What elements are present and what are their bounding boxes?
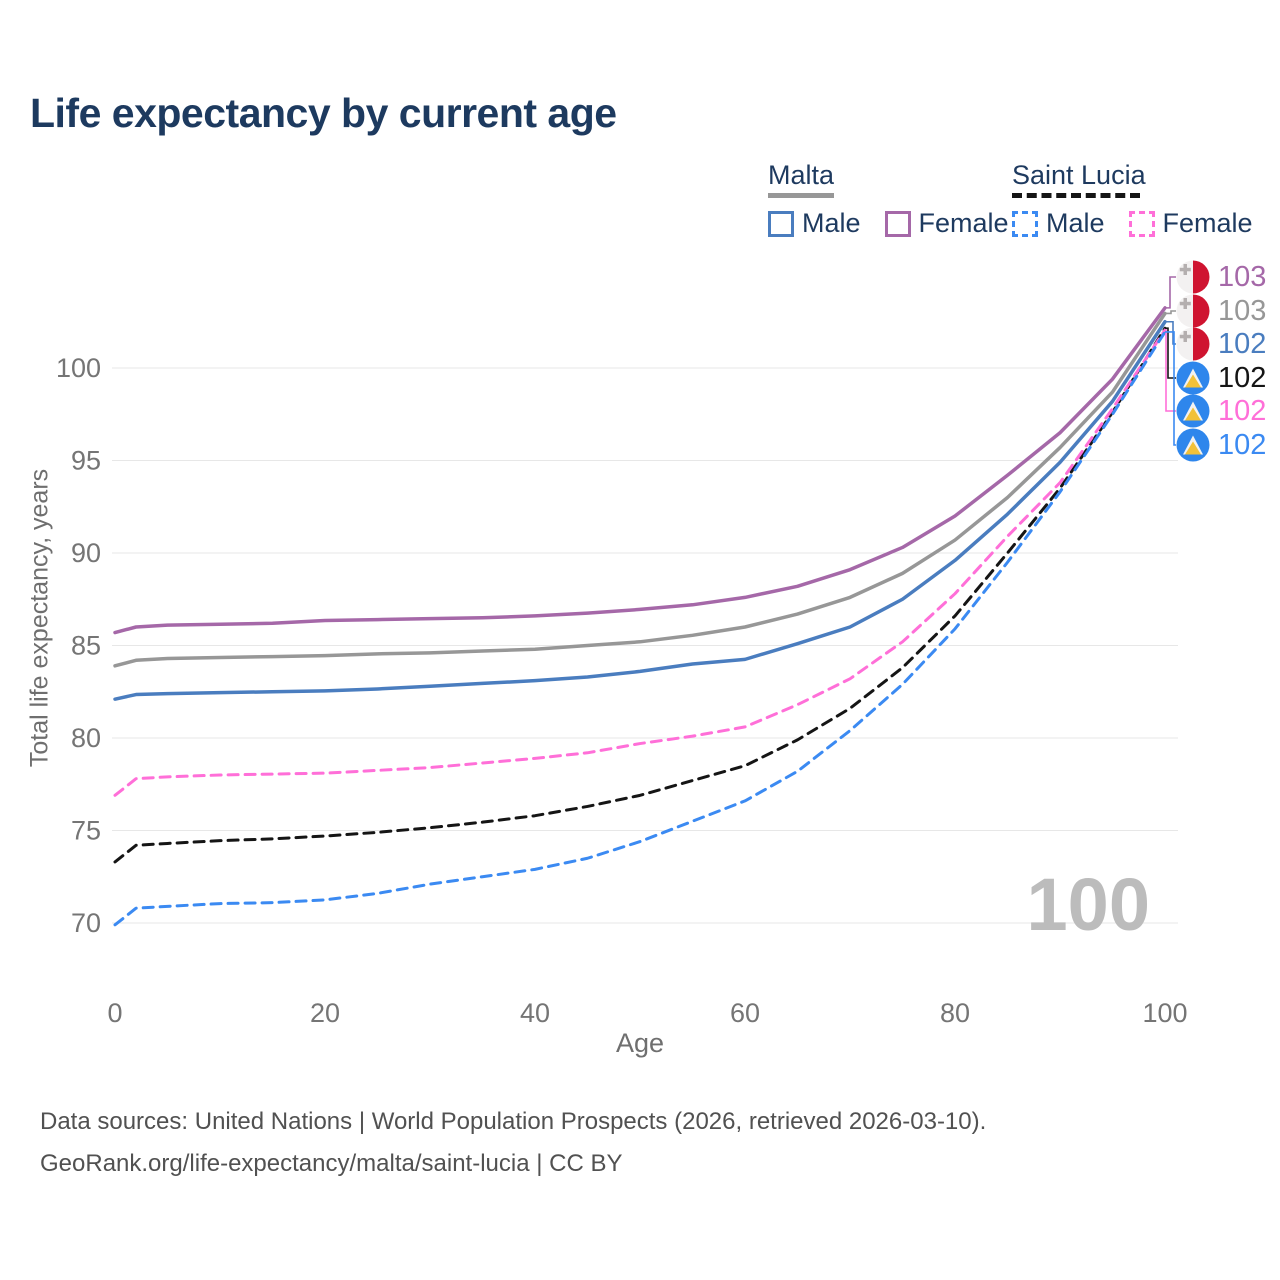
legend-group-saint-lucia: Saint Lucia Male Female <box>1012 160 1277 239</box>
leader-line-saint-lucia-male <box>1165 331 1176 446</box>
leader-line-saint-lucia-female <box>1165 329 1176 412</box>
y-tick-label-85: 85 <box>71 631 101 661</box>
legend-malta-underline <box>768 193 834 198</box>
x-tick-label-0: 0 <box>107 998 122 1028</box>
leader-line-malta-male <box>1165 320 1176 345</box>
age-watermark: 100 <box>1026 863 1150 946</box>
x-tick-label-100: 100 <box>1142 998 1187 1028</box>
legend-item-malta-male[interactable]: Male <box>768 208 861 239</box>
legend-group-malta: Malta Male Female <box>768 160 1033 239</box>
legend-label-malta-female: Female <box>918 208 1009 238</box>
legend-item-malta-female[interactable]: Female <box>884 208 1009 239</box>
endpoint-value-saint-lucia-female: 102 <box>1218 394 1267 427</box>
legend-label-malta-male: Male <box>802 208 861 238</box>
malta-flag-icon <box>1176 260 1210 294</box>
y-tick-label-90: 90 <box>71 538 101 568</box>
endpoint-value-saint-lucia-male: 102 <box>1218 428 1267 461</box>
endpoint-label-saint-lucia-male: 102 <box>1176 428 1266 462</box>
x-tick-label-40: 40 <box>520 998 550 1028</box>
legend-malta-title: Malta <box>768 160 835 190</box>
footer-data-sources: Data sources: United Nations | World Pop… <box>40 1108 987 1135</box>
y-tick-label-70: 70 <box>71 908 101 938</box>
line-malta-male <box>113 320 1167 701</box>
leader-line-saint-lucia-both-sexes <box>1165 327 1176 379</box>
y-tick-label-75: 75 <box>71 816 101 846</box>
y-tick-label-95: 95 <box>71 446 101 476</box>
leader-line-malta-both-sexes <box>1165 310 1176 315</box>
endpoint-value-saint-lucia-both-sexes: 102 <box>1218 361 1267 394</box>
endpoint-label-malta-both-sexes: 103 <box>1176 294 1266 328</box>
endpoint-label-saint-lucia-both-sexes: 102 <box>1176 361 1266 395</box>
line-saint-lucia-female <box>113 328 1167 797</box>
endpoint-label-malta-male: 102 <box>1176 327 1266 361</box>
line-malta-both-sexes <box>113 311 1167 668</box>
page-title: Life expectancy by current age <box>30 90 617 136</box>
footer-attribution: GeoRank.org/life-expectancy/malta/saint-… <box>40 1150 623 1177</box>
legend-item-saint-lucia-female[interactable]: Female <box>1128 208 1253 239</box>
y-axis-title: Total life expectancy, years <box>25 468 54 768</box>
endpoint-value-malta-female: 103 <box>1218 260 1267 293</box>
legend-label-saint-lucia-male: Male <box>1046 208 1105 238</box>
endpoint-value-malta-both-sexes: 103 <box>1218 294 1267 327</box>
y-tick-label-80: 80 <box>71 723 101 753</box>
saint-lucia-flag-icon <box>1176 428 1210 462</box>
malta-flag-icon <box>1176 294 1210 328</box>
legend-swatch-saint-lucia-female <box>1128 210 1155 237</box>
line-saint-lucia-male <box>113 330 1167 927</box>
line-malta-female <box>113 306 1167 635</box>
saint-lucia-flag-icon <box>1176 394 1210 428</box>
endpoint-value-malta-male: 102 <box>1218 327 1267 360</box>
legend-swatch-malta-female <box>884 210 911 237</box>
saint-lucia-flag-icon <box>1176 361 1210 395</box>
endpoint-label-malta-female: 103 <box>1176 260 1266 294</box>
malta-flag-icon <box>1176 327 1210 361</box>
legend-saint-lucia-underline <box>1012 193 1140 198</box>
line-saint-lucia-both-sexes <box>113 326 1167 864</box>
y-tick-label-100: 100 <box>56 353 101 383</box>
x-tick-label-20: 20 <box>310 998 340 1028</box>
leader-line-malta-female <box>1165 276 1176 309</box>
x-axis-title: Age <box>615 1028 665 1058</box>
endpoint-label-saint-lucia-female: 102 <box>1176 394 1266 428</box>
legend-item-saint-lucia-male[interactable]: Male <box>1012 208 1105 239</box>
x-tick-label-80: 80 <box>940 998 970 1028</box>
legend-saint-lucia-title: Saint Lucia <box>1012 160 1146 190</box>
legend-label-saint-lucia-female: Female <box>1162 208 1253 238</box>
x-tick-label-60: 60 <box>730 998 760 1028</box>
legend-swatch-saint-lucia-male <box>1012 210 1038 237</box>
legend-swatch-malta-male <box>768 210 794 237</box>
